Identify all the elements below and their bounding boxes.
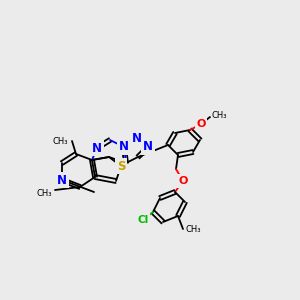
Text: Cl: Cl <box>137 215 148 225</box>
Text: S: S <box>117 160 125 172</box>
Text: N: N <box>143 140 153 154</box>
Text: CH₃: CH₃ <box>37 188 52 197</box>
Text: O: O <box>196 119 206 129</box>
Text: N: N <box>119 140 129 154</box>
Text: CH₃: CH₃ <box>212 112 227 121</box>
Text: N: N <box>57 173 67 187</box>
Text: N: N <box>92 142 102 154</box>
Text: CH₃: CH₃ <box>52 136 68 146</box>
Text: CH₃: CH₃ <box>185 224 200 233</box>
Text: O: O <box>178 176 188 186</box>
Text: N: N <box>132 131 142 145</box>
